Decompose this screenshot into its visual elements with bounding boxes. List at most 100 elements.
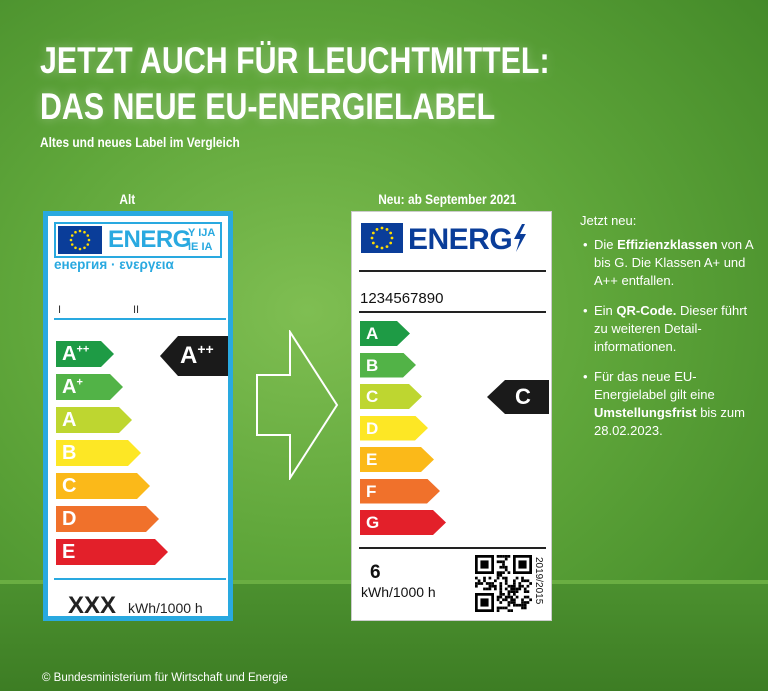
qr-module	[480, 582, 484, 585]
new-divider-3	[359, 547, 546, 549]
transition-arrow-icon	[256, 330, 339, 480]
qr-module	[494, 579, 497, 583]
qr-module	[521, 576, 524, 580]
qr-module	[504, 582, 508, 585]
qr-module	[477, 579, 481, 583]
new-class-bar: C	[360, 384, 422, 409]
qr-module	[507, 555, 511, 558]
qr-module	[521, 603, 524, 607]
qr-module	[496, 574, 500, 577]
qr-module	[513, 582, 516, 585]
eu-flag-icon	[58, 226, 102, 254]
qr-module	[513, 603, 516, 607]
qr-module	[499, 606, 503, 610]
qr-module	[502, 598, 505, 602]
qr-module	[499, 565, 503, 569]
eu-star	[380, 246, 384, 250]
eu-star	[389, 241, 393, 245]
qr-module	[523, 601, 527, 604]
qr-module	[502, 576, 505, 580]
qr-module	[515, 595, 519, 599]
qr-module	[496, 571, 500, 574]
old-divider	[54, 318, 226, 320]
eu-star	[380, 226, 384, 230]
qr-module	[496, 555, 500, 558]
regulation-number: 2019/2015	[533, 557, 544, 605]
qr-module	[502, 606, 505, 610]
qr-module	[507, 593, 511, 596]
qr-module	[504, 568, 508, 572]
eu-star	[87, 238, 91, 242]
old-energy-label: ENERG Y IJA IE IA енергия · ενεργεια I I…	[43, 211, 233, 621]
eu-flag-icon	[361, 223, 403, 253]
qr-module	[518, 603, 522, 607]
qr-module	[488, 587, 492, 591]
qr-module	[510, 590, 513, 593]
new-class-bar: F	[360, 479, 440, 504]
qr-module	[529, 598, 532, 602]
qr-module	[510, 601, 513, 604]
product-number: 1234567890	[360, 290, 444, 307]
eu-star	[385, 245, 389, 249]
eu-star	[78, 247, 82, 251]
qr-module	[510, 595, 513, 599]
qr-module	[510, 598, 513, 602]
qr-module	[523, 579, 527, 583]
eu-star	[385, 227, 389, 231]
qr-module	[507, 609, 511, 612]
qr-module	[526, 601, 530, 604]
qr-module	[496, 576, 500, 580]
qr-module	[477, 582, 481, 585]
qr-module	[485, 582, 489, 585]
old-roman-1: I	[58, 304, 62, 316]
qr-module	[523, 590, 527, 593]
info-panel: Jetzt neu: Die Effizienzklassen von A bi…	[580, 212, 760, 452]
qr-module	[521, 579, 524, 583]
qr-module	[475, 576, 478, 580]
qr-module	[515, 587, 519, 591]
qr-module	[513, 593, 516, 596]
old-label-heading: Alt	[119, 191, 136, 207]
qr-module	[494, 587, 497, 591]
qr-module	[502, 555, 505, 558]
qr-module	[504, 565, 508, 569]
info-intro: Jetzt neu:	[580, 213, 637, 228]
qr-code-icon[interactable]	[475, 555, 532, 612]
qr-module	[526, 584, 530, 588]
qr-module	[502, 565, 505, 569]
eu-star	[86, 234, 90, 237]
qr-module	[513, 579, 516, 583]
qr-module	[513, 590, 516, 593]
eu-star	[375, 245, 379, 249]
qr-module	[480, 598, 489, 607]
old-energ-text: ENERG	[108, 226, 191, 253]
qr-module	[496, 606, 500, 610]
qr-module	[496, 595, 500, 599]
qr-module	[504, 595, 508, 599]
new-rating-badge: C	[487, 380, 549, 414]
new-energ-text: ENERG	[408, 223, 528, 257]
qr-module	[499, 593, 503, 596]
qr-module	[499, 595, 503, 599]
qr-module	[513, 598, 516, 602]
copyright: © Bundesministerium für Wirtschaft und E…	[42, 672, 288, 684]
qr-module	[510, 584, 513, 588]
qr-module	[513, 601, 516, 604]
eu-star	[69, 238, 73, 242]
qr-module	[494, 584, 497, 588]
lightning-icon	[514, 224, 527, 252]
old-consumption-value: XXX	[68, 592, 117, 619]
qr-module	[502, 593, 505, 596]
qr-module	[499, 571, 503, 574]
qr-module	[523, 587, 527, 591]
qr-module	[488, 582, 492, 585]
qr-module	[521, 601, 524, 604]
page-title: JETZT AUCH FÜR LEUCHTMITTEL: DAS NEUE EU…	[40, 40, 550, 127]
qr-module	[499, 590, 503, 593]
qr-module	[521, 584, 524, 588]
old-label-languages: енергия · ενεργεια	[54, 257, 174, 272]
qr-module	[507, 590, 511, 593]
qr-module	[507, 603, 511, 607]
qr-module	[488, 576, 492, 580]
